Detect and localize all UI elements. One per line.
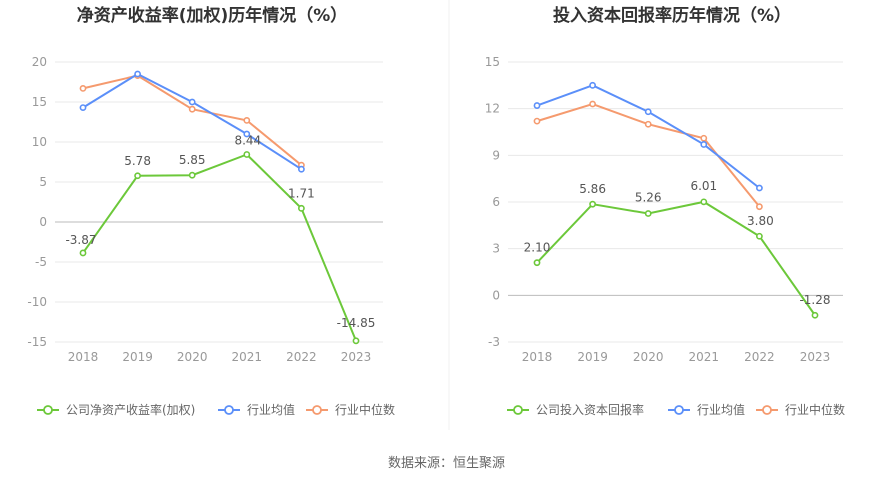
data-label: 3.80 [747, 214, 774, 228]
x-tick-label: 2021 [689, 350, 720, 364]
data-label: 5.26 [635, 191, 662, 205]
legend-item-median[interactable]: 行业中位数 [306, 402, 395, 417]
data-point-median [756, 203, 763, 211]
series-line-company [82, 153, 357, 342]
data-point-company [243, 151, 251, 158]
data-point-company [352, 337, 360, 345]
y-tick-label: -15 [27, 335, 47, 349]
legend-item-avg[interactable]: 行业均值 [668, 402, 745, 417]
data-point-company [533, 259, 541, 267]
data-point-company [811, 311, 819, 319]
y-tick-label: 9 [492, 148, 500, 162]
data-point-median [533, 117, 541, 125]
data-label: -14.85 [337, 316, 376, 330]
legend-item-avg[interactable]: 行业均值 [218, 402, 295, 417]
y-tick-label: -5 [35, 255, 47, 269]
x-tick-label: 2018 [522, 350, 553, 364]
legend-item-company[interactable]: 公司投入资本回报率 [507, 402, 644, 417]
x-tick-label: 2022 [744, 350, 775, 364]
data-point-company [756, 232, 763, 240]
data-point-company [188, 171, 196, 179]
data-point-avg [756, 184, 763, 192]
roic-chart: 投入资本回报率历年情况（%） 15 12 9 6 3 0 -3 2018 2019 2020 2021… [485, 5, 845, 417]
legend-marker [762, 405, 772, 415]
y-tick-label: 6 [492, 195, 500, 209]
y-tick-label: 3 [492, 242, 500, 256]
data-label: 5.85 [179, 153, 206, 167]
chart-title: 净资产收益率(加权)历年情况（%） [77, 5, 348, 26]
data-point-median [79, 85, 87, 92]
y-tick-label: 10 [32, 135, 47, 149]
x-tick-label: 2020 [177, 350, 208, 364]
y-tick-label: 15 [32, 95, 47, 109]
data-point-avg [79, 104, 87, 111]
legend-marker [513, 405, 523, 415]
data-point-company [644, 210, 652, 217]
x-tick-label: 2023 [800, 350, 831, 364]
data-point-avg [188, 98, 196, 106]
data-point-median [243, 117, 251, 124]
y-tick-label: 0 [39, 215, 47, 229]
x-tick-label: 2020 [633, 350, 664, 364]
data-point-avg [243, 130, 251, 138]
data-point-avg [644, 108, 652, 116]
legend-label: 公司净资产收益率(加权) [66, 402, 195, 417]
legend-marker [43, 405, 53, 415]
data-point-company [134, 172, 141, 180]
y-tick-label: 5 [39, 175, 47, 189]
data-point-company [297, 204, 305, 212]
legend-item-company[interactable]: 公司净资产收益率(加权) [37, 402, 195, 417]
source-note: 数据来源：恒生聚源 [387, 456, 505, 471]
data-point-company [79, 249, 87, 257]
data-point-avg [297, 165, 305, 173]
series-line-median [82, 74, 303, 166]
data-point-median [644, 120, 652, 128]
legend-label: 行业中位数 [335, 402, 395, 417]
data-label: 1.71 [288, 186, 315, 200]
data-point-company [589, 200, 596, 208]
legend-marker [312, 405, 322, 415]
data-point-median [700, 134, 708, 142]
legend-marker [674, 405, 684, 415]
data-point-median [589, 100, 596, 108]
y-tick-label: 12 [485, 102, 500, 116]
y-tick-label: -10 [27, 295, 47, 309]
x-tick-label: 2022 [286, 350, 317, 364]
legend-label: 行业均值 [697, 402, 745, 417]
x-tick-label: 2019 [577, 350, 608, 364]
data-point-avg [589, 81, 596, 89]
legend-item-median[interactable]: 行业中位数 [756, 402, 845, 417]
legend-label: 公司投入资本回报率 [536, 402, 644, 417]
legend-marker [224, 405, 234, 415]
legend-label: 行业均值 [247, 402, 295, 417]
series-line-company [536, 200, 816, 316]
data-label: 5.86 [579, 182, 606, 196]
y-tick-label: 15 [485, 55, 500, 69]
data-label: -1.28 [799, 293, 830, 307]
y-tick-label: -3 [488, 335, 500, 349]
data-label: 6.01 [690, 179, 717, 193]
data-point-avg [533, 102, 541, 109]
data-label: 5.78 [124, 154, 151, 168]
x-tick-label: 2021 [232, 350, 263, 364]
chart-title: 投入资本回报率历年情况（%） [553, 5, 791, 26]
data-label: 8.44 [234, 133, 261, 147]
roe-chart: 净资产收益率(加权)历年情况（%） 20 15 10 5 0 -5 -10 -15 2018 201… [27, 5, 395, 417]
legend-label: 行业中位数 [785, 402, 845, 417]
x-tick-label: 2023 [341, 350, 372, 364]
y-tick-label: 0 [492, 288, 500, 302]
data-label: 2.10 [524, 241, 551, 255]
data-point-avg [700, 141, 708, 148]
data-label: -3.87 [65, 233, 96, 247]
y-tick-label: 20 [32, 55, 47, 69]
series-line-avg [536, 84, 761, 189]
x-tick-label: 2019 [122, 350, 153, 364]
data-point-median [188, 105, 196, 113]
data-point-avg [134, 70, 141, 78]
data-point-company [700, 198, 708, 206]
x-tick-label: 2018 [68, 350, 99, 364]
